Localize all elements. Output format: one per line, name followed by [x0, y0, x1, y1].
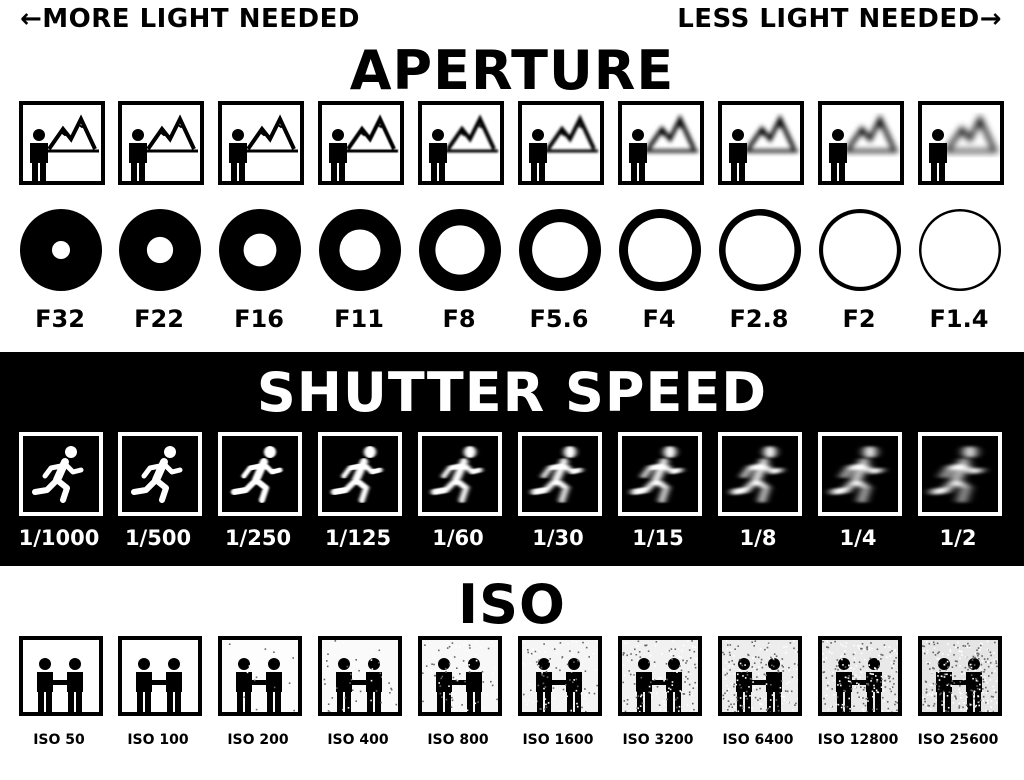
shutter-speed-title: SHUTTER SPEED [256, 361, 768, 424]
aperture-stop-label: F32 [35, 305, 85, 333]
aperture-opening-icon [117, 207, 203, 297]
shutter-speed-label: 1/2 [939, 526, 977, 550]
person-icon [629, 129, 647, 181]
aperture-stop-label: F2 [842, 305, 876, 333]
shutter-speed-label: 1/125 [324, 526, 392, 550]
shutter-speed-label: 1/500 [124, 526, 192, 550]
person-icon [829, 129, 847, 181]
aperture-stop-label: F22 [134, 305, 184, 333]
iso-people-icon [918, 636, 1002, 716]
iso-value-label: ISO 3200 [622, 732, 694, 748]
aperture-opening-icon [617, 207, 703, 297]
shutter-speed-label: 1/8 [739, 526, 777, 550]
aperture-stop-label: F4 [642, 305, 676, 333]
iso-people-icon [518, 636, 602, 716]
person-icon [229, 129, 247, 181]
iso-value-label: ISO 200 [227, 732, 289, 748]
iso-people-icon [19, 636, 103, 716]
person-icon [529, 129, 547, 181]
aperture-opening-icon [18, 207, 104, 297]
shutter-runner-icon [818, 432, 902, 516]
iso-people-icon [118, 636, 202, 716]
shutter-speed-label: 1/4 [839, 526, 877, 550]
less-light-needed-label: LESS LIGHT NEEDED→ [677, 4, 1002, 34]
shutter-runner-icon [618, 432, 702, 516]
iso-value-label: ISO 25600 [917, 732, 999, 748]
iso-people-icon [618, 636, 702, 716]
person-icon [929, 129, 947, 181]
aperture-scene-icon [19, 101, 105, 185]
aperture-scene-icon [918, 101, 1004, 185]
aperture-scene-icon [118, 101, 204, 185]
iso-people-icon [418, 636, 502, 716]
shutter-runner-icon [418, 432, 502, 516]
aperture-scene-icon [718, 101, 804, 185]
aperture-opening-icon [917, 207, 1003, 297]
more-light-needed-label: ←MORE LIGHT NEEDED [20, 4, 360, 34]
shutter-speed-label: 1/30 [532, 526, 584, 550]
aperture-opening-icon [517, 207, 603, 297]
aperture-scene-icon [618, 101, 704, 185]
aperture-scene-icon [318, 101, 404, 185]
aperture-title: APERTURE [349, 39, 675, 102]
aperture-stop-label: F16 [234, 305, 284, 333]
iso-value-label: ISO 6400 [722, 732, 794, 748]
iso-people-icon [318, 636, 402, 716]
aperture-opening-icon [217, 207, 303, 297]
iso-value-label: ISO 100 [127, 732, 189, 748]
top-bar: ←MORE LIGHT NEEDED LESS LIGHT NEEDED→ [0, 4, 1024, 36]
shutter-runner-icon [218, 432, 302, 516]
iso-value-label: ISO 50 [33, 732, 85, 748]
aperture-opening-icon [717, 207, 803, 297]
aperture-opening-icon [817, 207, 903, 297]
iso-value-label: ISO 400 [327, 732, 389, 748]
iso-people-icon [718, 636, 802, 716]
person-icon [129, 129, 147, 181]
shutter-runner-icon [19, 432, 103, 516]
person-icon [729, 129, 747, 181]
aperture-opening-icon [417, 207, 503, 297]
iso-value-label: ISO 800 [427, 732, 489, 748]
iso-title: ISO [458, 573, 566, 636]
aperture-stop-label: F11 [334, 305, 384, 333]
aperture-stop-label: F8 [442, 305, 476, 333]
aperture-scene-icon [518, 101, 604, 185]
shutter-runner-icon [718, 432, 802, 516]
iso-value-label: ISO 1600 [522, 732, 594, 748]
aperture-scene-icon [218, 101, 304, 185]
shutter-runner-icon [518, 432, 602, 516]
aperture-scene-icon [818, 101, 904, 185]
shutter-runner-icon [318, 432, 402, 516]
person-icon [30, 129, 48, 181]
shutter-speed-label: 1/250 [224, 526, 292, 550]
aperture-stop-label: F5.6 [529, 305, 589, 333]
person-icon [329, 129, 347, 181]
aperture-opening-icon [317, 207, 403, 297]
aperture-stop-label: F1.4 [929, 305, 989, 333]
shutter-runner-icon [918, 432, 1002, 516]
iso-people-icon [218, 636, 302, 716]
person-icon [429, 129, 447, 181]
aperture-scene-icon [418, 101, 504, 185]
shutter-speed-label: 1/60 [432, 526, 484, 550]
aperture-stop-label: F2.8 [729, 305, 789, 333]
shutter-runner-icon [118, 432, 202, 516]
iso-people-icon [818, 636, 902, 716]
shutter-speed-label: 1/1000 [18, 526, 100, 550]
iso-value-label: ISO 12800 [817, 732, 899, 748]
shutter-speed-label: 1/15 [632, 526, 684, 550]
